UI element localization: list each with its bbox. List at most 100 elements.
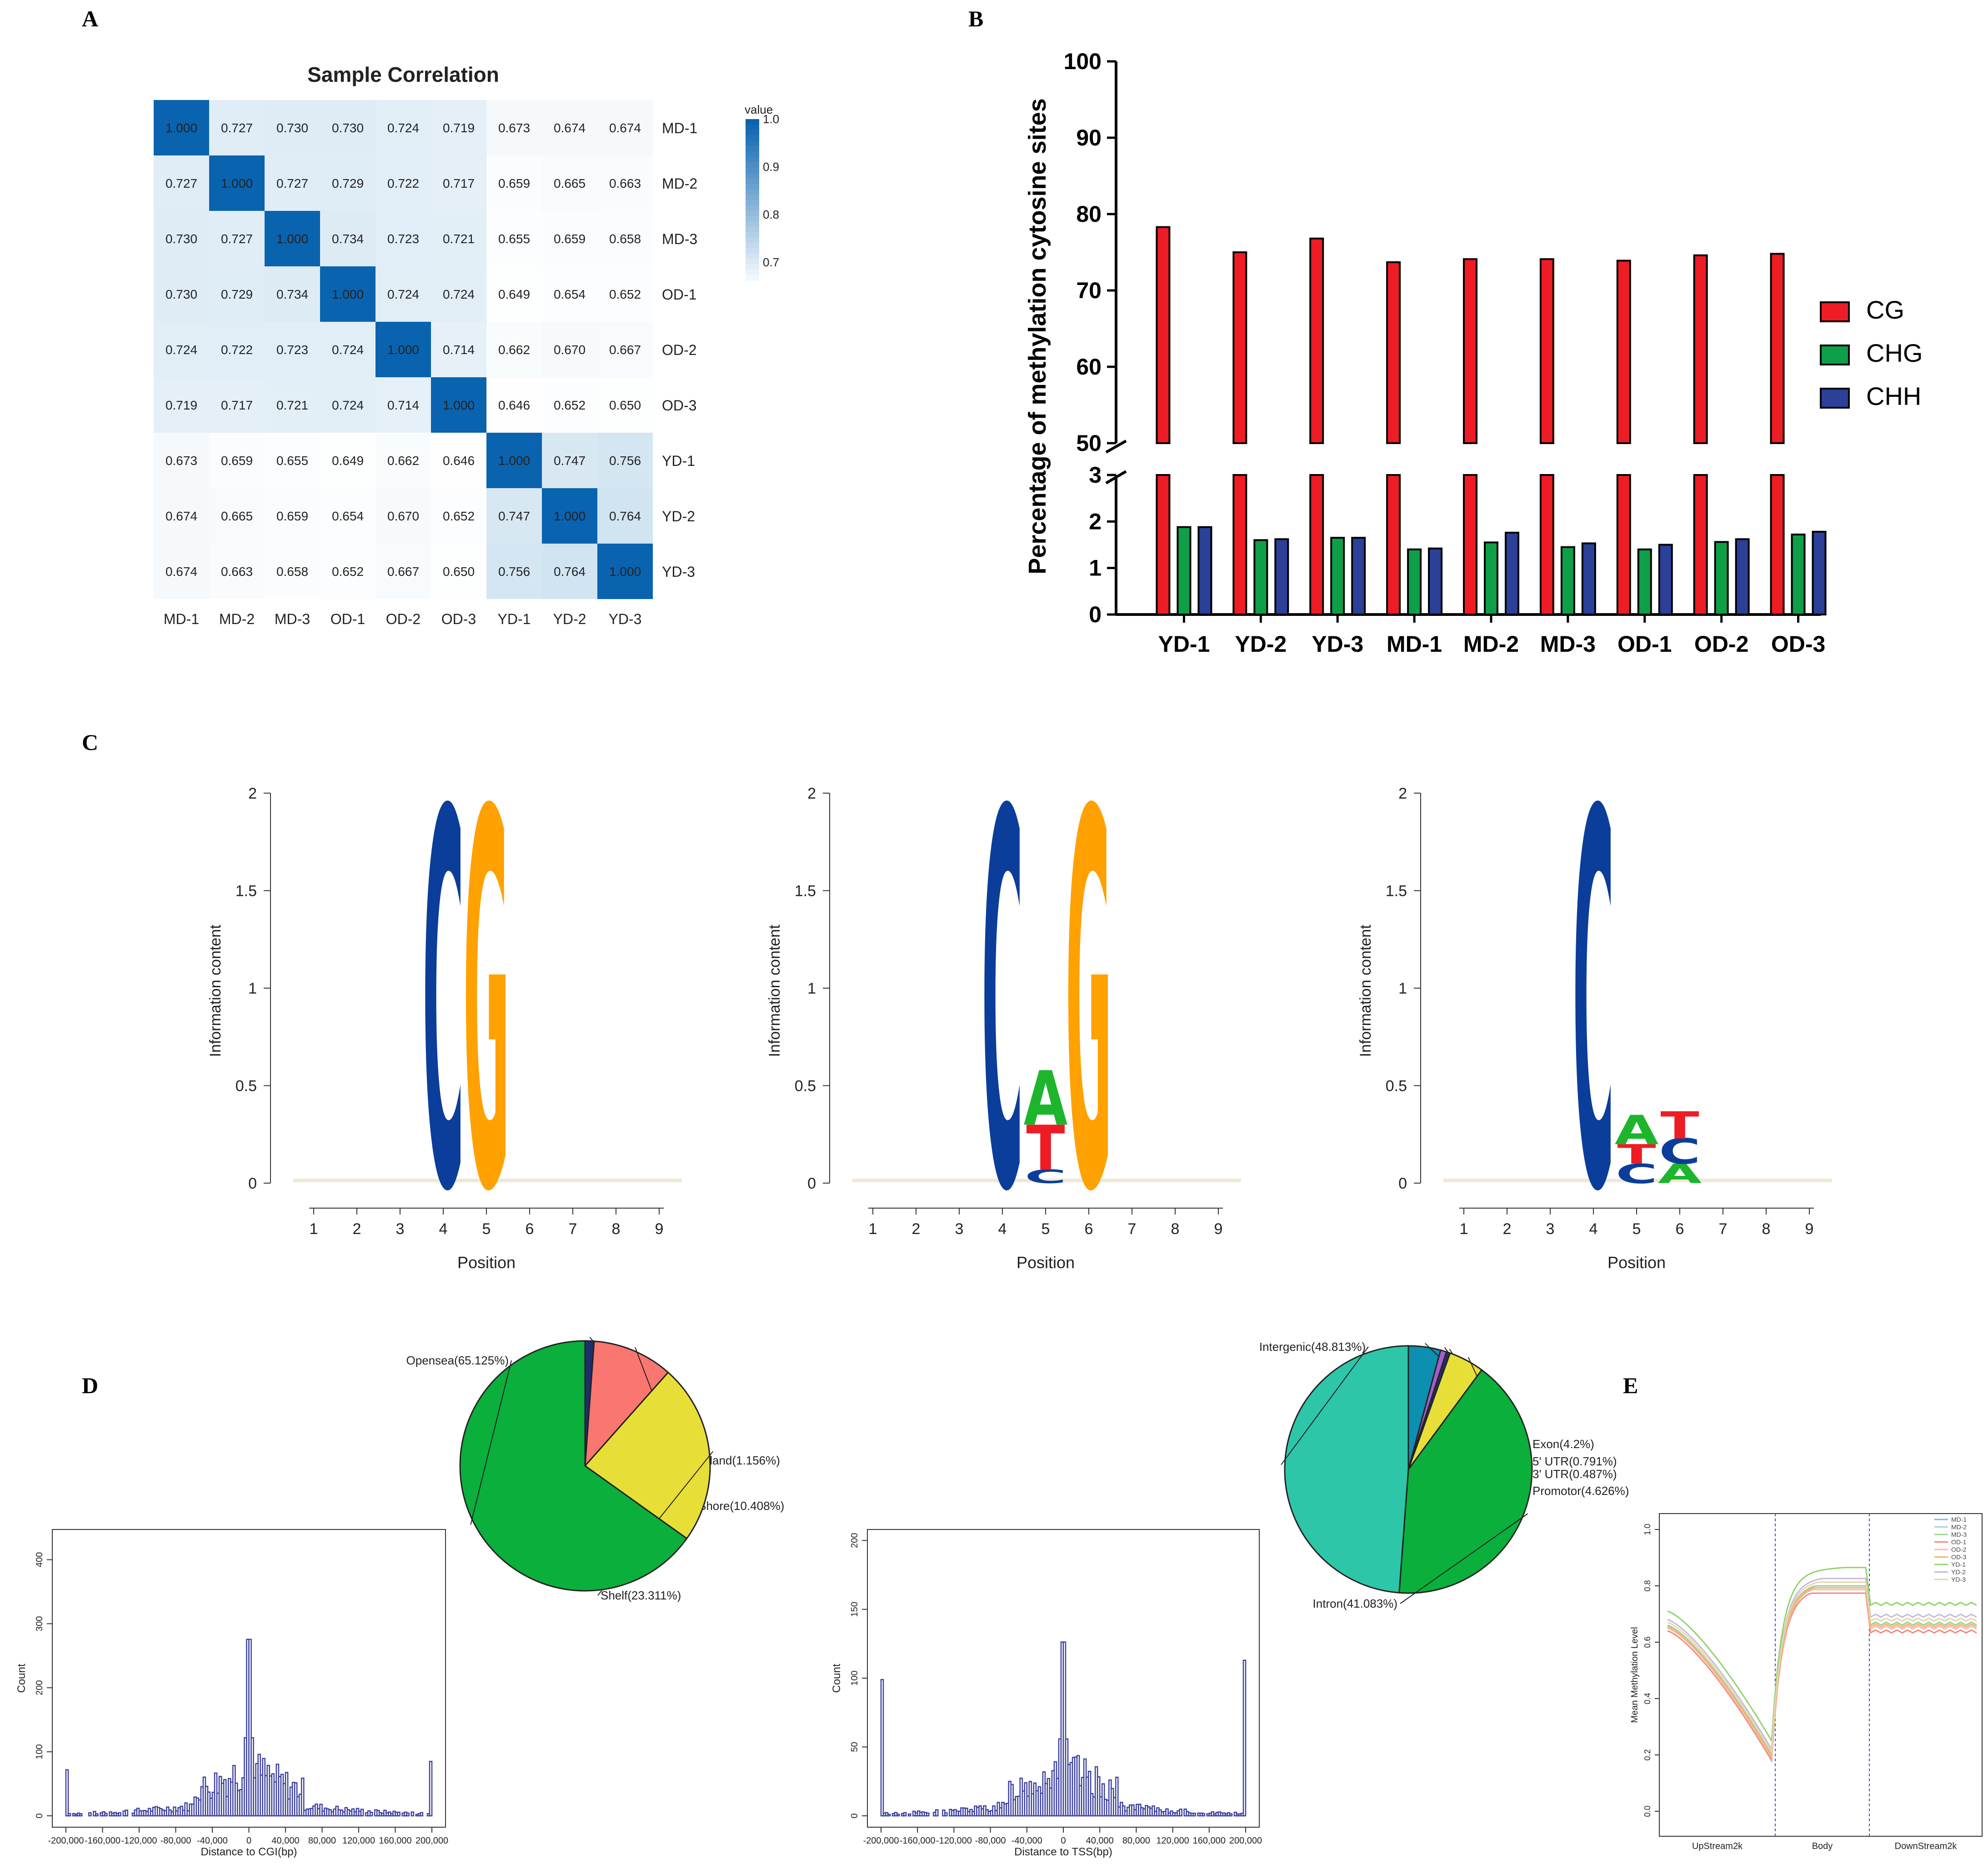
y-tick-label: 0.8 [1643, 1580, 1652, 1591]
hist-bar [79, 1813, 83, 1817]
heatmap-cell-label: 0.646 [443, 454, 475, 468]
logo-letter-c: C [981, 705, 1023, 1305]
pie-label: 3' UTR(0.487%) [1532, 1467, 1617, 1481]
heatmap-cell [486, 488, 542, 544]
heatmap-cell-label: 0.724 [443, 287, 475, 301]
heatmap-cell [376, 155, 431, 211]
legend-gradient-step [746, 124, 759, 130]
heatmap-cell [209, 155, 265, 211]
legend-label: YD-2 [1951, 1569, 1966, 1576]
y-tick-label: 1.5 [1386, 883, 1407, 900]
y-tick-label: 80 [1076, 201, 1102, 227]
heatmap-col-label: MD-1 [164, 611, 199, 627]
bar-chg [1484, 541, 1498, 615]
x-tick-label: 3 [396, 1220, 405, 1238]
y-tick-label: 2 [1089, 509, 1102, 534]
heatmap-cell [320, 377, 376, 433]
heatmap-cell [154, 322, 209, 377]
legend-gradient-step [746, 221, 759, 227]
pie-leader-line [1400, 1513, 1528, 1604]
heatmap-cell-label: 0.724 [332, 343, 364, 357]
heatmap-cell [542, 266, 597, 322]
hist-bar [300, 1777, 305, 1817]
hist-bar [944, 1812, 948, 1817]
heatmap-cell [154, 433, 209, 488]
heatmap-cell-label: 0.663 [609, 176, 641, 190]
x-tick-label: OD-2 [1694, 631, 1748, 657]
y-tick-label: 3 [1089, 462, 1102, 488]
x-tick-label: YD-3 [1312, 631, 1363, 657]
heatmap-cell-label: 0.727 [221, 232, 253, 246]
y-tick-label: 0.5 [1386, 1078, 1407, 1095]
pie-leader-line [1281, 1346, 1369, 1465]
hist-bar [1242, 1659, 1247, 1817]
x-axis-label: Position [1607, 1253, 1666, 1272]
hist-bar [104, 1813, 108, 1817]
x-tick-label: 1 [310, 1220, 318, 1238]
hist-bar [250, 1737, 254, 1817]
panel-letter-b: B [968, 6, 983, 31]
x-tick-label: 40,000 [271, 1836, 299, 1846]
y-tick-label: 0 [850, 1813, 860, 1818]
hist-bar [67, 1813, 71, 1817]
pie-label: Promotor(4.626%) [1532, 1484, 1629, 1498]
legend-tick: 0.8 [763, 208, 779, 221]
pie-label: Opensea(65.125%) [406, 1354, 509, 1367]
heatmap-cell [597, 433, 653, 488]
legend-gradient-step [746, 140, 759, 147]
x-tick-label: 9 [1805, 1220, 1814, 1238]
logo-noise-band [293, 1179, 682, 1182]
series-line-od-1 [1667, 1592, 1977, 1763]
logo-letter-c: C [422, 705, 464, 1305]
heatmap-cell [486, 155, 542, 211]
heatmap-cell [376, 433, 431, 488]
heatmap-cell [376, 100, 431, 155]
heatmap-cell [376, 211, 431, 266]
heatmap-cell-label: 0.721 [443, 232, 475, 246]
heatmap-cell-label: 1.000 [276, 232, 308, 246]
y-tick-label: 70 [1076, 278, 1102, 303]
bar-cg [1309, 474, 1324, 615]
heatmap-cell-label: 0.652 [609, 287, 641, 301]
hist-bar [429, 1761, 433, 1817]
heatmap-row-label: OD-2 [662, 342, 696, 358]
heatmap-cell [486, 322, 542, 377]
heatmap-col-label: MD-3 [275, 611, 310, 627]
x-tick-label: -80,000 [975, 1836, 1006, 1846]
bar-cg [1309, 237, 1324, 444]
x-tick-label: YD-1 [1158, 631, 1210, 657]
y-tick-label: 400 [35, 1552, 45, 1567]
heatmap-cell [265, 544, 320, 599]
bar-chh [1351, 537, 1366, 616]
heatmap-cell [265, 433, 320, 488]
hist-bar [184, 1802, 188, 1817]
heatmap-cell [265, 211, 320, 266]
heatmap-cell-label: 0.667 [609, 343, 641, 357]
heatmap-cell-label: 0.650 [443, 565, 475, 579]
bar-cg [1539, 474, 1554, 615]
heatmap-cell [376, 322, 431, 377]
y-axis-label: Mean Methylation Level [1630, 1627, 1640, 1723]
y-tick-label: 100 [850, 1670, 860, 1685]
hist-bar [1062, 1641, 1067, 1817]
legend-label: CHH [1866, 382, 1921, 410]
y-tick-label: 0.0 [1643, 1805, 1652, 1817]
heatmap-row-label: OD-3 [662, 397, 696, 414]
heatmap-cell [486, 266, 542, 322]
x-tick-label: 3 [1546, 1220, 1555, 1238]
pie-slice [459, 1340, 688, 1592]
legend-label: CHG [1866, 339, 1923, 367]
y-tick-label: 0.2 [1643, 1749, 1652, 1760]
legend-gradient-step [746, 275, 759, 281]
bar-cg [1616, 474, 1631, 615]
legend-gradient-step [746, 226, 759, 233]
hist-bar [1115, 1776, 1119, 1817]
x-tick-label: 200,000 [416, 1836, 448, 1846]
heatmap-cell [320, 266, 376, 322]
x-tick-label: -160,000 [900, 1836, 936, 1846]
heatmap-cell-label: 0.723 [276, 343, 308, 357]
heatmap-cell-label: 0.674 [165, 565, 197, 579]
heatmap-cell [542, 322, 597, 377]
pie-slice [584, 1371, 711, 1539]
